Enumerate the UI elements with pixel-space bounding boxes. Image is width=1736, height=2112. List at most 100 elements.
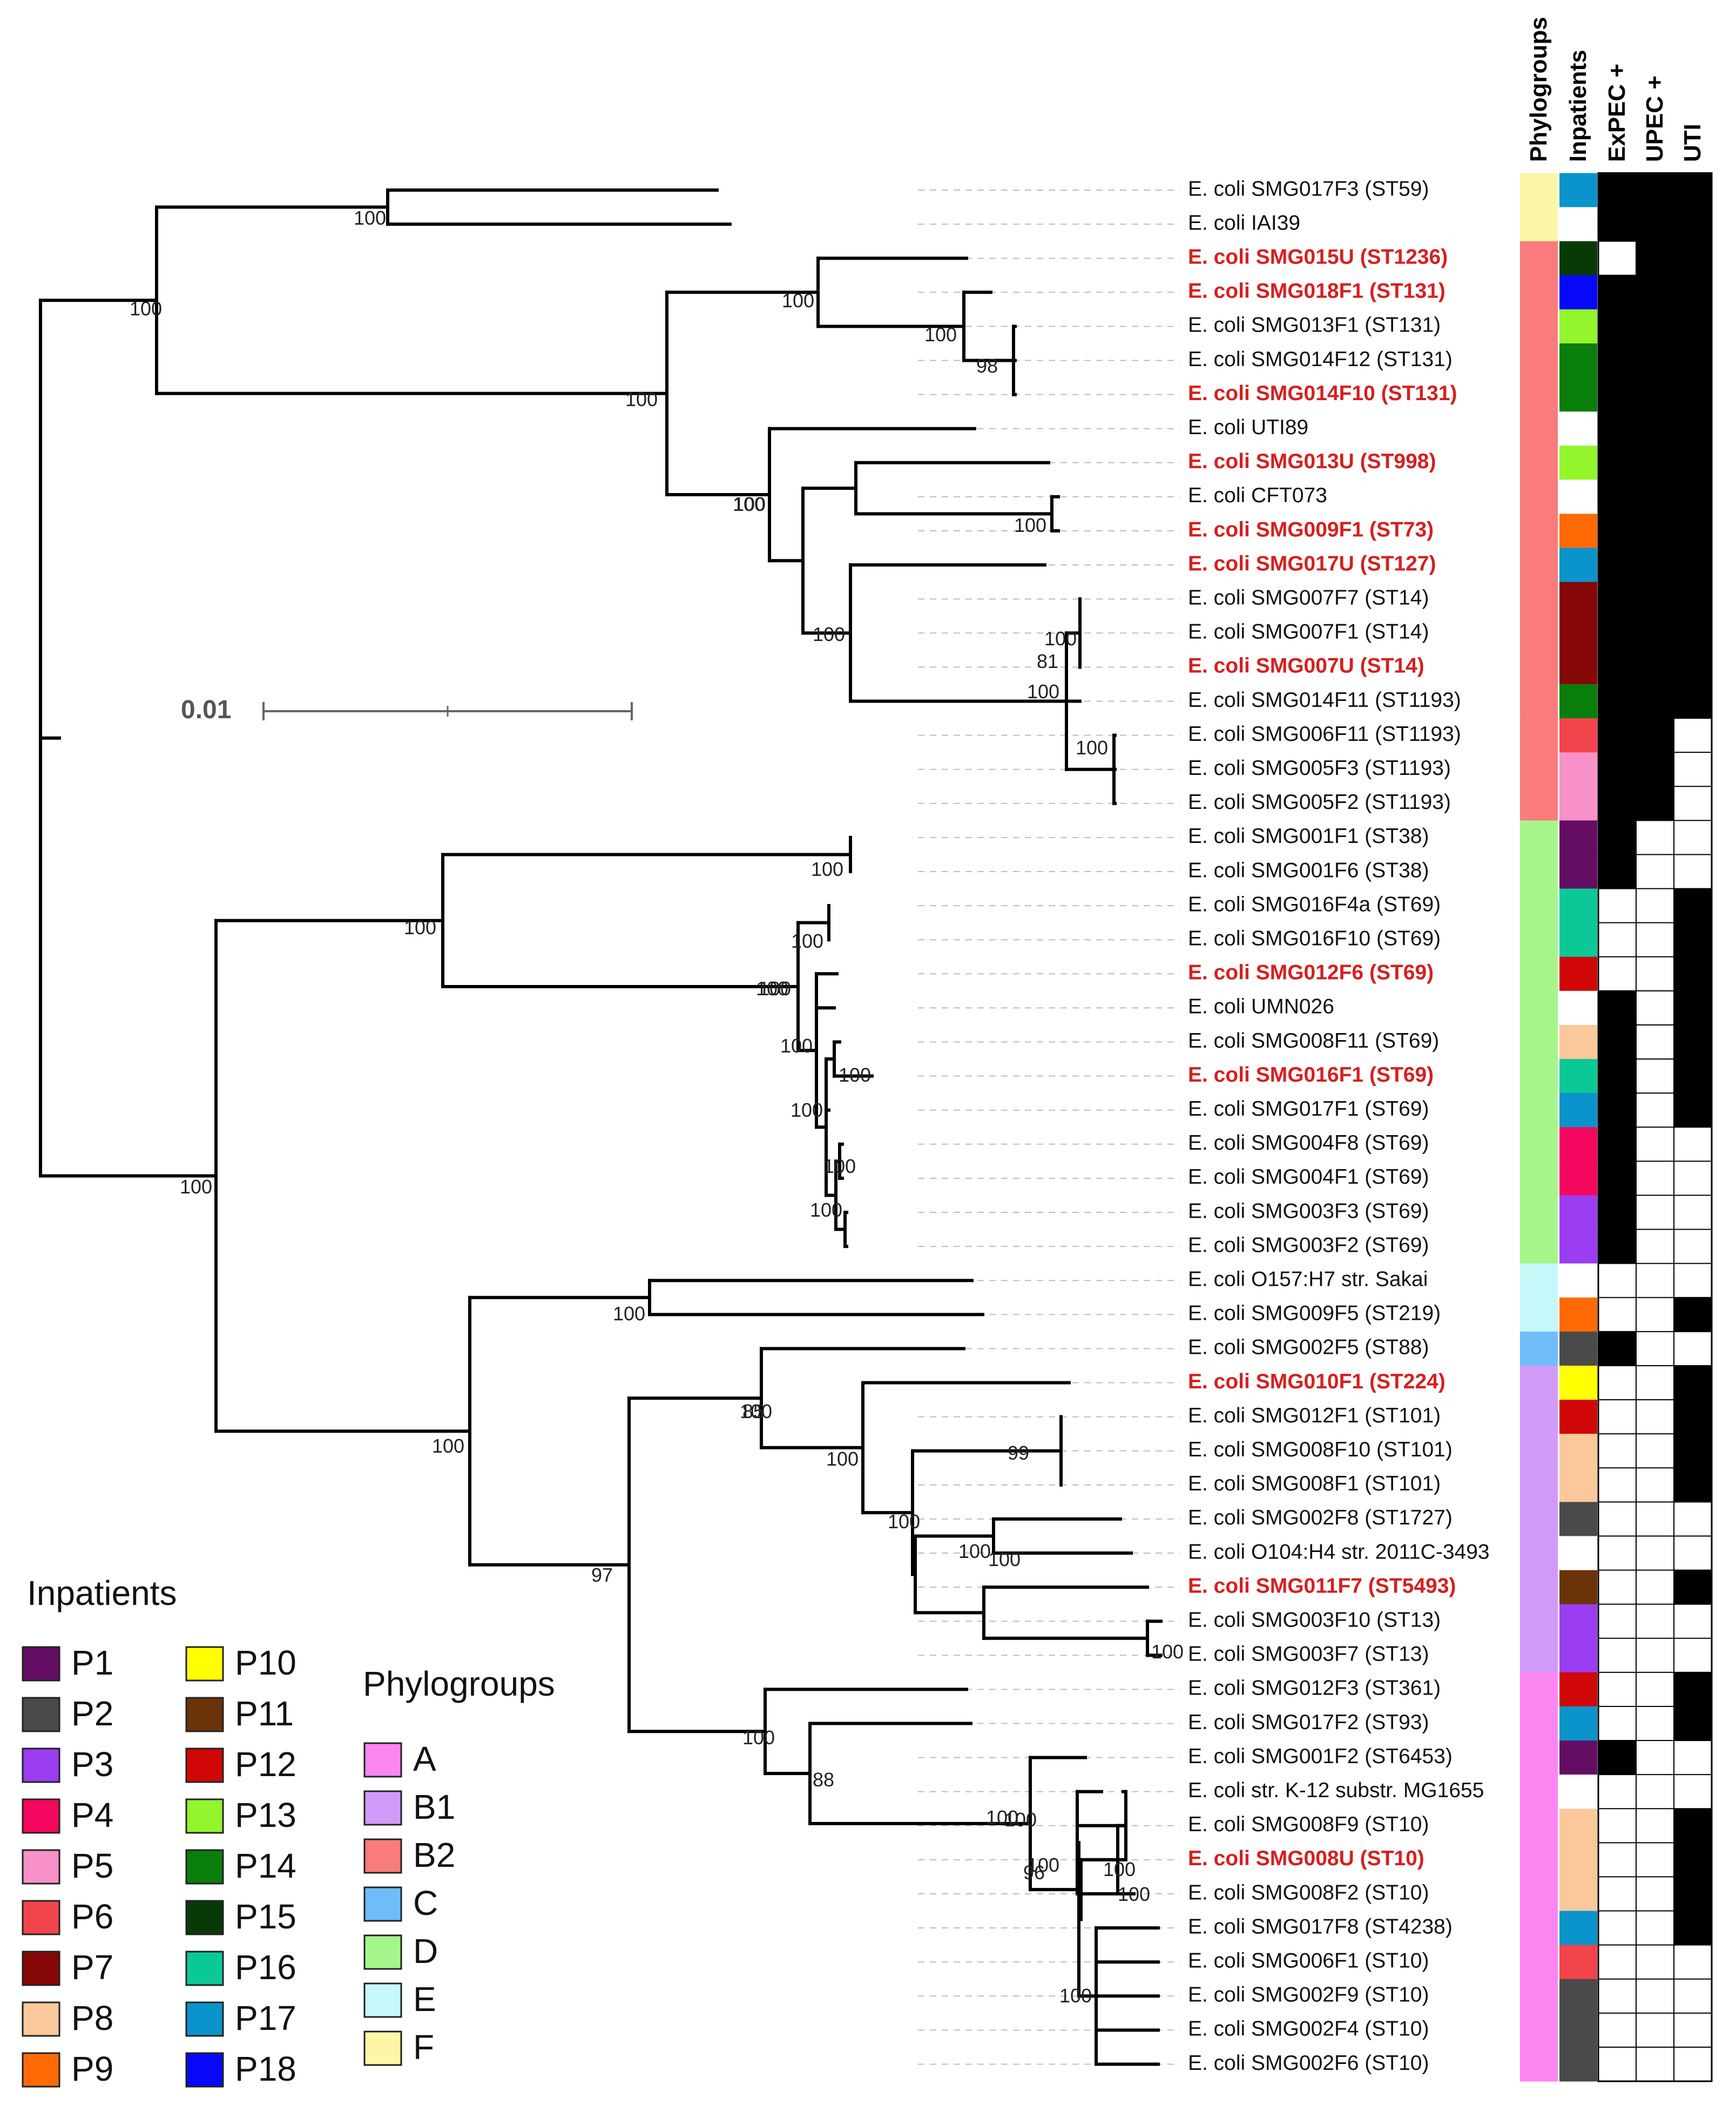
upec-cell	[1636, 274, 1674, 311]
tip-label: E. coli SMG002F9 (ST10)	[1188, 1983, 1429, 2007]
bootstrap-value: 100	[756, 977, 788, 1000]
tip-label: E. coli SMG017F2 (ST93)	[1188, 1711, 1429, 1734]
upec-cell	[1636, 1024, 1674, 1060]
upec-cell	[1636, 1740, 1674, 1776]
phylogroup-cell	[1520, 1195, 1558, 1230]
tip-label: E. coli SMG018F1 (ST131)	[1188, 280, 1445, 303]
expec-cell	[1598, 1876, 1637, 1912]
expec-cell	[1598, 1842, 1637, 1878]
upec-cell	[1636, 1467, 1674, 1503]
upec-cell	[1636, 342, 1674, 379]
upec-cell	[1636, 240, 1674, 276]
inpatient-swatch	[185, 1798, 224, 1834]
upec-cell	[1636, 1331, 1674, 1367]
inpatient-cell	[1559, 1059, 1597, 1094]
phylogroup-cell	[1520, 1706, 1558, 1741]
upec-cell	[1636, 1160, 1674, 1196]
phylogroup-legend-label: F	[413, 2028, 434, 2067]
upec-cell	[1636, 377, 1674, 413]
inpatient-cell	[1559, 1434, 1597, 1468]
inpatients-legend: Inpatients P1 P2 P3 P4 P5 P6 P7 P8 P9 P10 P11 P12 P1…	[22, 1574, 296, 2088]
upec-cell	[1636, 1774, 1674, 1810]
inpatient-cell	[1559, 1093, 1597, 1128]
uti-cell	[1673, 1399, 1712, 1435]
tip-label: E. coli SMG006F1 (ST10)	[1188, 1949, 1429, 1972]
inpatient-legend-label: P2	[71, 1694, 113, 1733]
upec-cell	[1636, 1092, 1674, 1128]
tip-leader-lines	[918, 190, 1180, 2065]
uti-cell	[1673, 1058, 1712, 1094]
uti-cell	[1673, 615, 1712, 651]
phylogroup-cell	[1520, 1331, 1558, 1366]
phylogroup-cell	[1520, 1127, 1558, 1162]
inpatient-legend-label: P16	[235, 1948, 296, 1987]
uti-cell	[1673, 1229, 1712, 1265]
uti-cell	[1673, 820, 1712, 855]
tip-label: E. coli SMG016F10 (ST69)	[1188, 927, 1441, 950]
inpatient-cell	[1559, 1127, 1597, 1162]
uti-cell	[1673, 922, 1712, 958]
phylogroup-cell	[1520, 548, 1558, 583]
upec-cell	[1636, 1705, 1674, 1742]
tip-label: E. coli SMG004F1 (ST69)	[1188, 1165, 1429, 1189]
upec-cell	[1636, 1671, 1674, 1708]
phylogroup-cell	[1520, 1945, 1558, 1980]
tip-label: E. coli UMN026	[1188, 995, 1334, 1018]
phylogroup-cell	[1520, 1638, 1558, 1673]
expec-cell	[1598, 990, 1637, 1026]
uti-cell	[1673, 1944, 1712, 1980]
inpatient-legend-label: P5	[71, 1846, 113, 1885]
upec-cell	[1636, 1263, 1674, 1299]
expec-cell	[1598, 547, 1637, 583]
inpatient-cell	[1559, 207, 1597, 242]
expec-cell	[1598, 820, 1637, 855]
expec-cell	[1598, 1365, 1637, 1401]
expec-cell	[1598, 1126, 1637, 1162]
bootstrap-value: 100	[782, 289, 814, 312]
inpatient-swatch	[22, 1798, 60, 1834]
tip-label: E. coli SMG007F7 (ST14)	[1188, 586, 1429, 609]
tip-label: E. coli SMG005F2 (ST1193)	[1188, 791, 1451, 814]
inpatient-cell	[1559, 2047, 1597, 2082]
phylogroup-cell	[1520, 1979, 1558, 2014]
bootstrap-value: 100	[1027, 1854, 1059, 1876]
phylogroup-cell	[1520, 718, 1558, 753]
tip-label: E. coli SMG003F2 (ST69)	[1188, 1233, 1429, 1257]
bootstrap-value: 96	[1023, 1861, 1045, 1884]
inpatient-legend-label: P17	[235, 1999, 296, 2037]
expec-cell	[1598, 854, 1637, 890]
expec-cell	[1598, 1467, 1637, 1503]
inpatient-swatch	[22, 2052, 60, 2088]
phylogroup-cell	[1520, 854, 1558, 889]
uti-cell	[1673, 1501, 1712, 1537]
tip-label: E. coli SMG008U (ST10)	[1188, 1847, 1424, 1870]
inpatient-cell	[1559, 1297, 1597, 1332]
inpatient-cell	[1559, 1706, 1597, 1741]
phylogroup-cell	[1520, 1365, 1558, 1400]
tip-label: E. coli SMG008F10 (ST101)	[1188, 1438, 1453, 1461]
expec-cell	[1598, 479, 1637, 515]
upec-cell	[1636, 1876, 1674, 1912]
inpatient-legend-label: P4	[71, 1796, 113, 1834]
column-header: Inpatients	[1565, 50, 1591, 162]
inpatient-cell	[1559, 582, 1597, 617]
phylogroup-cell	[1520, 752, 1558, 787]
inpatient-cell	[1559, 922, 1597, 957]
uti-cell	[1673, 718, 1712, 753]
inpatient-cell	[1559, 1229, 1597, 1264]
tip-label: E. coli SMG017F1 (ST69)	[1188, 1097, 1429, 1121]
tip-label: E. coli SMG008F9 (ST10)	[1188, 1813, 1429, 1836]
expec-cell	[1598, 2012, 1637, 2048]
bootstrap-value: 100	[1103, 1858, 1136, 1880]
uti-cell	[1673, 1705, 1712, 1742]
bootstrap-value: 100	[180, 1176, 212, 1198]
tip-label: E. coli SMG016F4a (ST69)	[1188, 893, 1441, 916]
phylogroup-legend-label: D	[413, 1932, 438, 1971]
upec-cell	[1636, 922, 1674, 958]
tip-label: E. coli SMG017U (ST127)	[1188, 552, 1436, 575]
phylogroup-cell	[1520, 650, 1558, 685]
inpatient-cell	[1559, 616, 1597, 651]
expec-cell	[1598, 513, 1637, 549]
tip-label: E. coli SMG002F4 (ST10)	[1188, 2017, 1429, 2041]
